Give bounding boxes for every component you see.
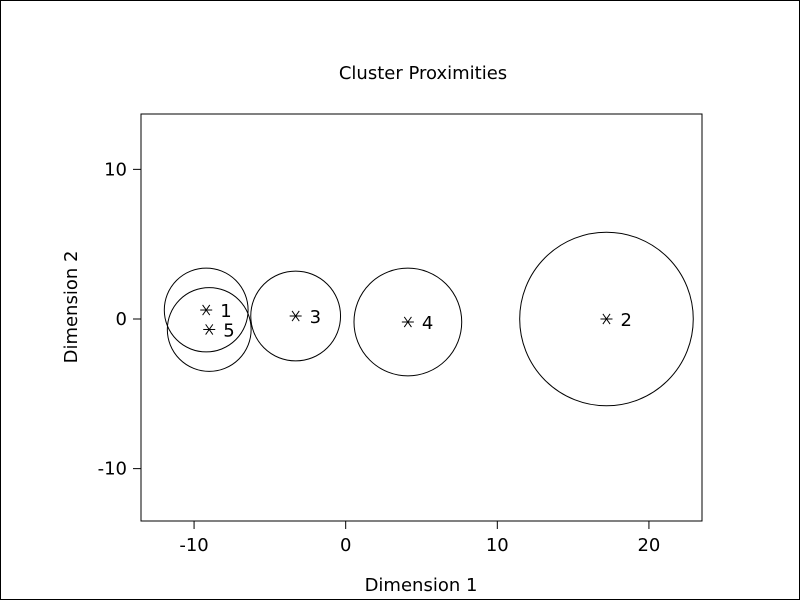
cluster-circle (353, 267, 463, 377)
cluster-label: 2 (620, 310, 631, 331)
cluster-label: 1 (220, 301, 231, 322)
y-tick-label: 0 (116, 309, 127, 330)
cluster-marker (200, 304, 213, 316)
cluster-circle (166, 287, 252, 372)
y-axis: -10 0 10 (98, 159, 141, 480)
y-tick-label: 10 (104, 159, 127, 180)
x-axis: -10 0 10 20 (179, 521, 660, 556)
chart-title: Cluster Proximities (339, 63, 507, 84)
x-tick-label: -10 (179, 535, 208, 556)
cluster-marker (401, 316, 414, 328)
x-axis-label: Dimension 1 (365, 575, 478, 596)
cluster-marker (203, 324, 216, 335)
cluster-label: 4 (422, 313, 433, 334)
cluster-marker (600, 313, 613, 325)
x-tick-label: 20 (637, 535, 660, 556)
plot-area (140, 113, 703, 522)
y-axis-label: Dimension 2 (61, 251, 82, 364)
y-tick-label: -10 (98, 459, 127, 480)
cluster-label: 5 (223, 320, 234, 341)
cluster-circle (250, 270, 342, 362)
x-tick-label: 0 (340, 535, 351, 556)
cluster-circle (163, 267, 249, 353)
cluster-label: 3 (310, 307, 321, 328)
clusters: 15 3 4 2 (163, 231, 694, 407)
x-tick-label: 10 (486, 535, 509, 556)
cluster-marker (289, 310, 302, 322)
cluster-circle (519, 231, 694, 407)
